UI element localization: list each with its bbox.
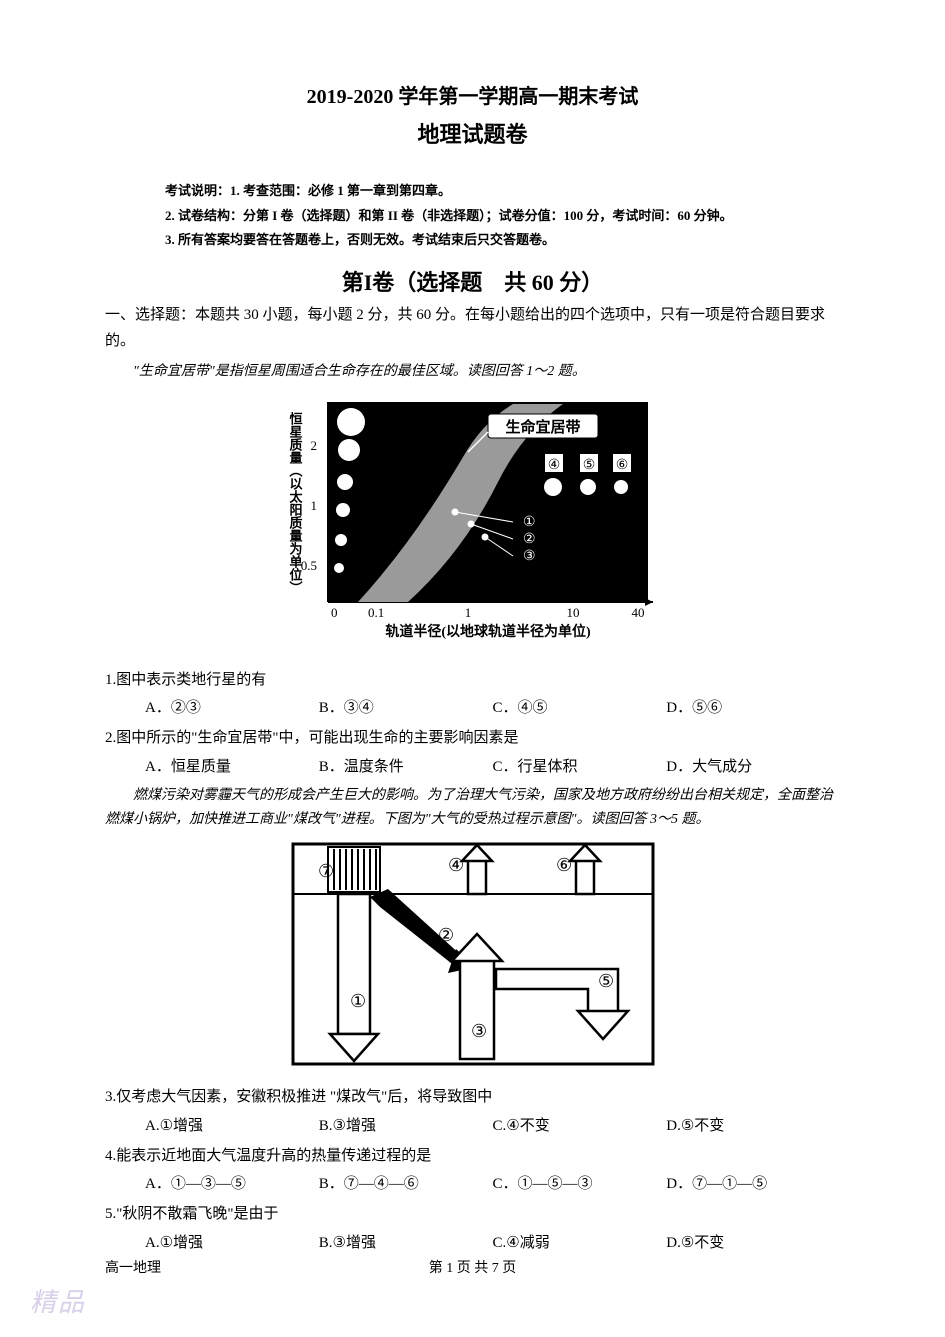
habitable-zone-chart: 恒星质量︵以太阳质量为单位︶ 2 1 0.5 0 0.1 1 10 40 轨道半… (273, 392, 673, 652)
ytick-0.5: 0.5 (300, 558, 316, 573)
q3-opt-b: B.③增强 (319, 1113, 493, 1139)
section-1-intro: 一、选择题：本题共 30 小题，每小题 2 分，共 60 分。在每小题给出的四个… (105, 303, 840, 354)
q1-opt-b: B．③④ (319, 695, 493, 721)
q5-stem: 5."秋阴不散霜飞晚"是由于 (105, 1201, 840, 1227)
context-2: 燃煤污染对雾霾天气的形成会产生巨大的影响。为了治理大气污染，国家及地方政府纷纷出… (105, 784, 840, 832)
q3-opt-c: C.④不变 (493, 1113, 667, 1139)
title-sub: 地理试题卷 (105, 117, 840, 149)
q1-opt-c: C．④⑤ (493, 695, 667, 721)
label-4: ④ (448, 855, 464, 875)
q2-opt-c: C．行星体积 (493, 754, 667, 780)
marker-2: ② (523, 532, 536, 547)
watermark: 精品 (30, 1282, 86, 1319)
context-1: "生命宜居带"是指恒星周围适合生命存在的最佳区域。读图回答 1～2 题。 (105, 360, 840, 384)
q2-stem: 2.图中所示的"生命宜居带"中，可能出现生命的主要影响因素是 (105, 725, 840, 751)
q2-opt-d: D．大气成分 (666, 754, 840, 780)
xtick-0: 0 (331, 605, 338, 620)
xtick-1: 1 (464, 605, 471, 620)
q4-options: A．①—③—⑤ B．⑦—④—⑥ C．①—⑤—③ D．⑦—①—⑤ (105, 1171, 840, 1197)
q5-opt-a: A.①增强 (145, 1230, 319, 1256)
label-6: ⑥ (556, 855, 572, 875)
q3-opt-d: D.⑤不变 (666, 1113, 840, 1139)
q3-stem: 3.仅考虑大气因素，安徽积极推进 "煤改气"后，将导致图中 (105, 1084, 840, 1110)
marker-3: ③ (523, 549, 536, 564)
label-7: ⑦ (318, 861, 334, 881)
atmosphere-heating-diagram: ⑦ ① ② ③ ④ ⑤ (288, 839, 658, 1069)
q5-opt-c: C.④减弱 (493, 1230, 667, 1256)
q1-opt-d: D．⑤⑥ (666, 695, 840, 721)
q3-options: A.①增强 B.③增强 C.④不变 D.⑤不变 (105, 1113, 840, 1139)
q1-opt-a: A．②③ (145, 695, 319, 721)
arrow-1 (330, 894, 378, 1061)
xtick-40: 40 (631, 605, 644, 620)
xtick-10: 10 (566, 605, 579, 620)
q5-options: A.①增强 B.③增强 C.④减弱 D.⑤不变 (105, 1230, 840, 1256)
ytick-2: 2 (310, 438, 317, 453)
arrow-7 (328, 847, 380, 892)
marker-1: ① (523, 515, 536, 530)
xtick-0.1: 0.1 (368, 605, 384, 620)
q5-opt-b: B.③增强 (319, 1230, 493, 1256)
figure-1: 恒星质量︵以太阳质量为单位︶ 2 1 0.5 0 0.1 1 10 40 轨道半… (105, 392, 840, 657)
label-5: ⑤ (598, 971, 614, 991)
q2-opt-b: B．温度条件 (319, 754, 493, 780)
title-main: 2019-2020 学年第一学期高一期末考试 (105, 80, 840, 109)
q2-opt-a: A．恒星质量 (145, 754, 319, 780)
footer-center: 第 1 页 共 7 页 (350, 1257, 595, 1277)
exam-notes: 考试说明：1. 考查范围：必修 1 第一章到第四章。 2. 试卷结构：分第 I … (105, 179, 840, 253)
label-1: ① (350, 991, 366, 1011)
marker-6: ⑥ (615, 458, 628, 473)
q1-options: A．②③ B．③④ C．④⑤ D．⑤⑥ (105, 695, 840, 721)
marker-5: ⑤ (582, 458, 595, 473)
note-line-1: 考试说明：1. 考查范围：必修 1 第一章到第四章。 (165, 179, 840, 204)
note-line-3: 3. 所有答案均要答在答题卷上，否则无效。考试结束后只交答题卷。 (165, 228, 840, 253)
note-line-2: 2. 试卷结构：分第 I 卷（选择题）和第 II 卷（非选择题）；试卷分值：10… (165, 204, 840, 229)
marker-4: ④ (547, 458, 560, 473)
page-footer: 高一地理 第 1 页 共 7 页 (105, 1257, 840, 1277)
label-2: ② (438, 925, 454, 945)
figure-2: ⑦ ① ② ③ ④ ⑤ (105, 839, 840, 1074)
q4-opt-d: D．⑦—①—⑤ (666, 1171, 840, 1197)
q1-stem: 1.图中表示类地行星的有 (105, 667, 840, 693)
q3-opt-a: A.①增强 (145, 1113, 319, 1139)
q4-opt-b: B．⑦—④—⑥ (319, 1171, 493, 1197)
section-1-header: 第I卷（选择题 共 60 分） (105, 265, 840, 297)
q4-opt-c: C．①—⑤—③ (493, 1171, 667, 1197)
footer-left: 高一地理 (105, 1257, 350, 1277)
q5-opt-d: D.⑤不变 (666, 1230, 840, 1256)
x-axis-label: 轨道半径(以地球轨道半径为单位) (385, 623, 591, 640)
ytick-1: 1 (310, 498, 317, 513)
band-label: 生命宜居带 (505, 418, 580, 436)
q4-opt-a: A．①—③—⑤ (145, 1171, 319, 1197)
q4-stem: 4.能表示近地面大气温度升高的热量传递过程的是 (105, 1143, 840, 1169)
q2-options: A．恒星质量 B．温度条件 C．行星体积 D．大气成分 (105, 754, 840, 780)
label-3: ③ (471, 1021, 487, 1041)
